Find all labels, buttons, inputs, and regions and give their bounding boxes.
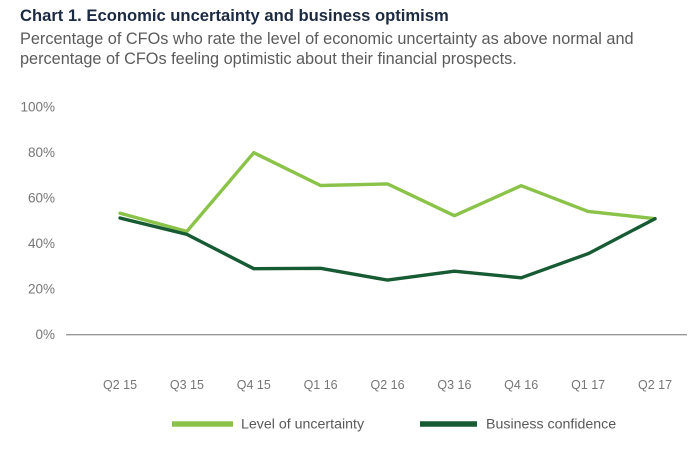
svg-text:Q4 16: Q4 16	[504, 378, 538, 392]
svg-text:Q3 15: Q3 15	[170, 378, 204, 392]
svg-text:Q2 15: Q2 15	[103, 378, 137, 392]
svg-text:Q2 16: Q2 16	[370, 378, 404, 392]
svg-text:0%: 0%	[35, 327, 55, 342]
svg-text:Q2 17: Q2 17	[638, 378, 672, 392]
svg-text:Q1 16: Q1 16	[304, 378, 338, 392]
svg-text:20%: 20%	[28, 282, 55, 297]
svg-text:100%: 100%	[20, 100, 55, 115]
svg-text:Q4 15: Q4 15	[237, 378, 271, 392]
svg-text:Business confidence: Business confidence	[486, 417, 616, 433]
svg-text:60%: 60%	[28, 191, 55, 206]
svg-text:Level of uncertainty: Level of uncertainty	[241, 417, 365, 433]
svg-text:40%: 40%	[28, 236, 55, 251]
svg-text:Q3 16: Q3 16	[437, 378, 471, 392]
svg-text:Q1 17: Q1 17	[571, 378, 605, 392]
svg-text:80%: 80%	[28, 145, 55, 160]
